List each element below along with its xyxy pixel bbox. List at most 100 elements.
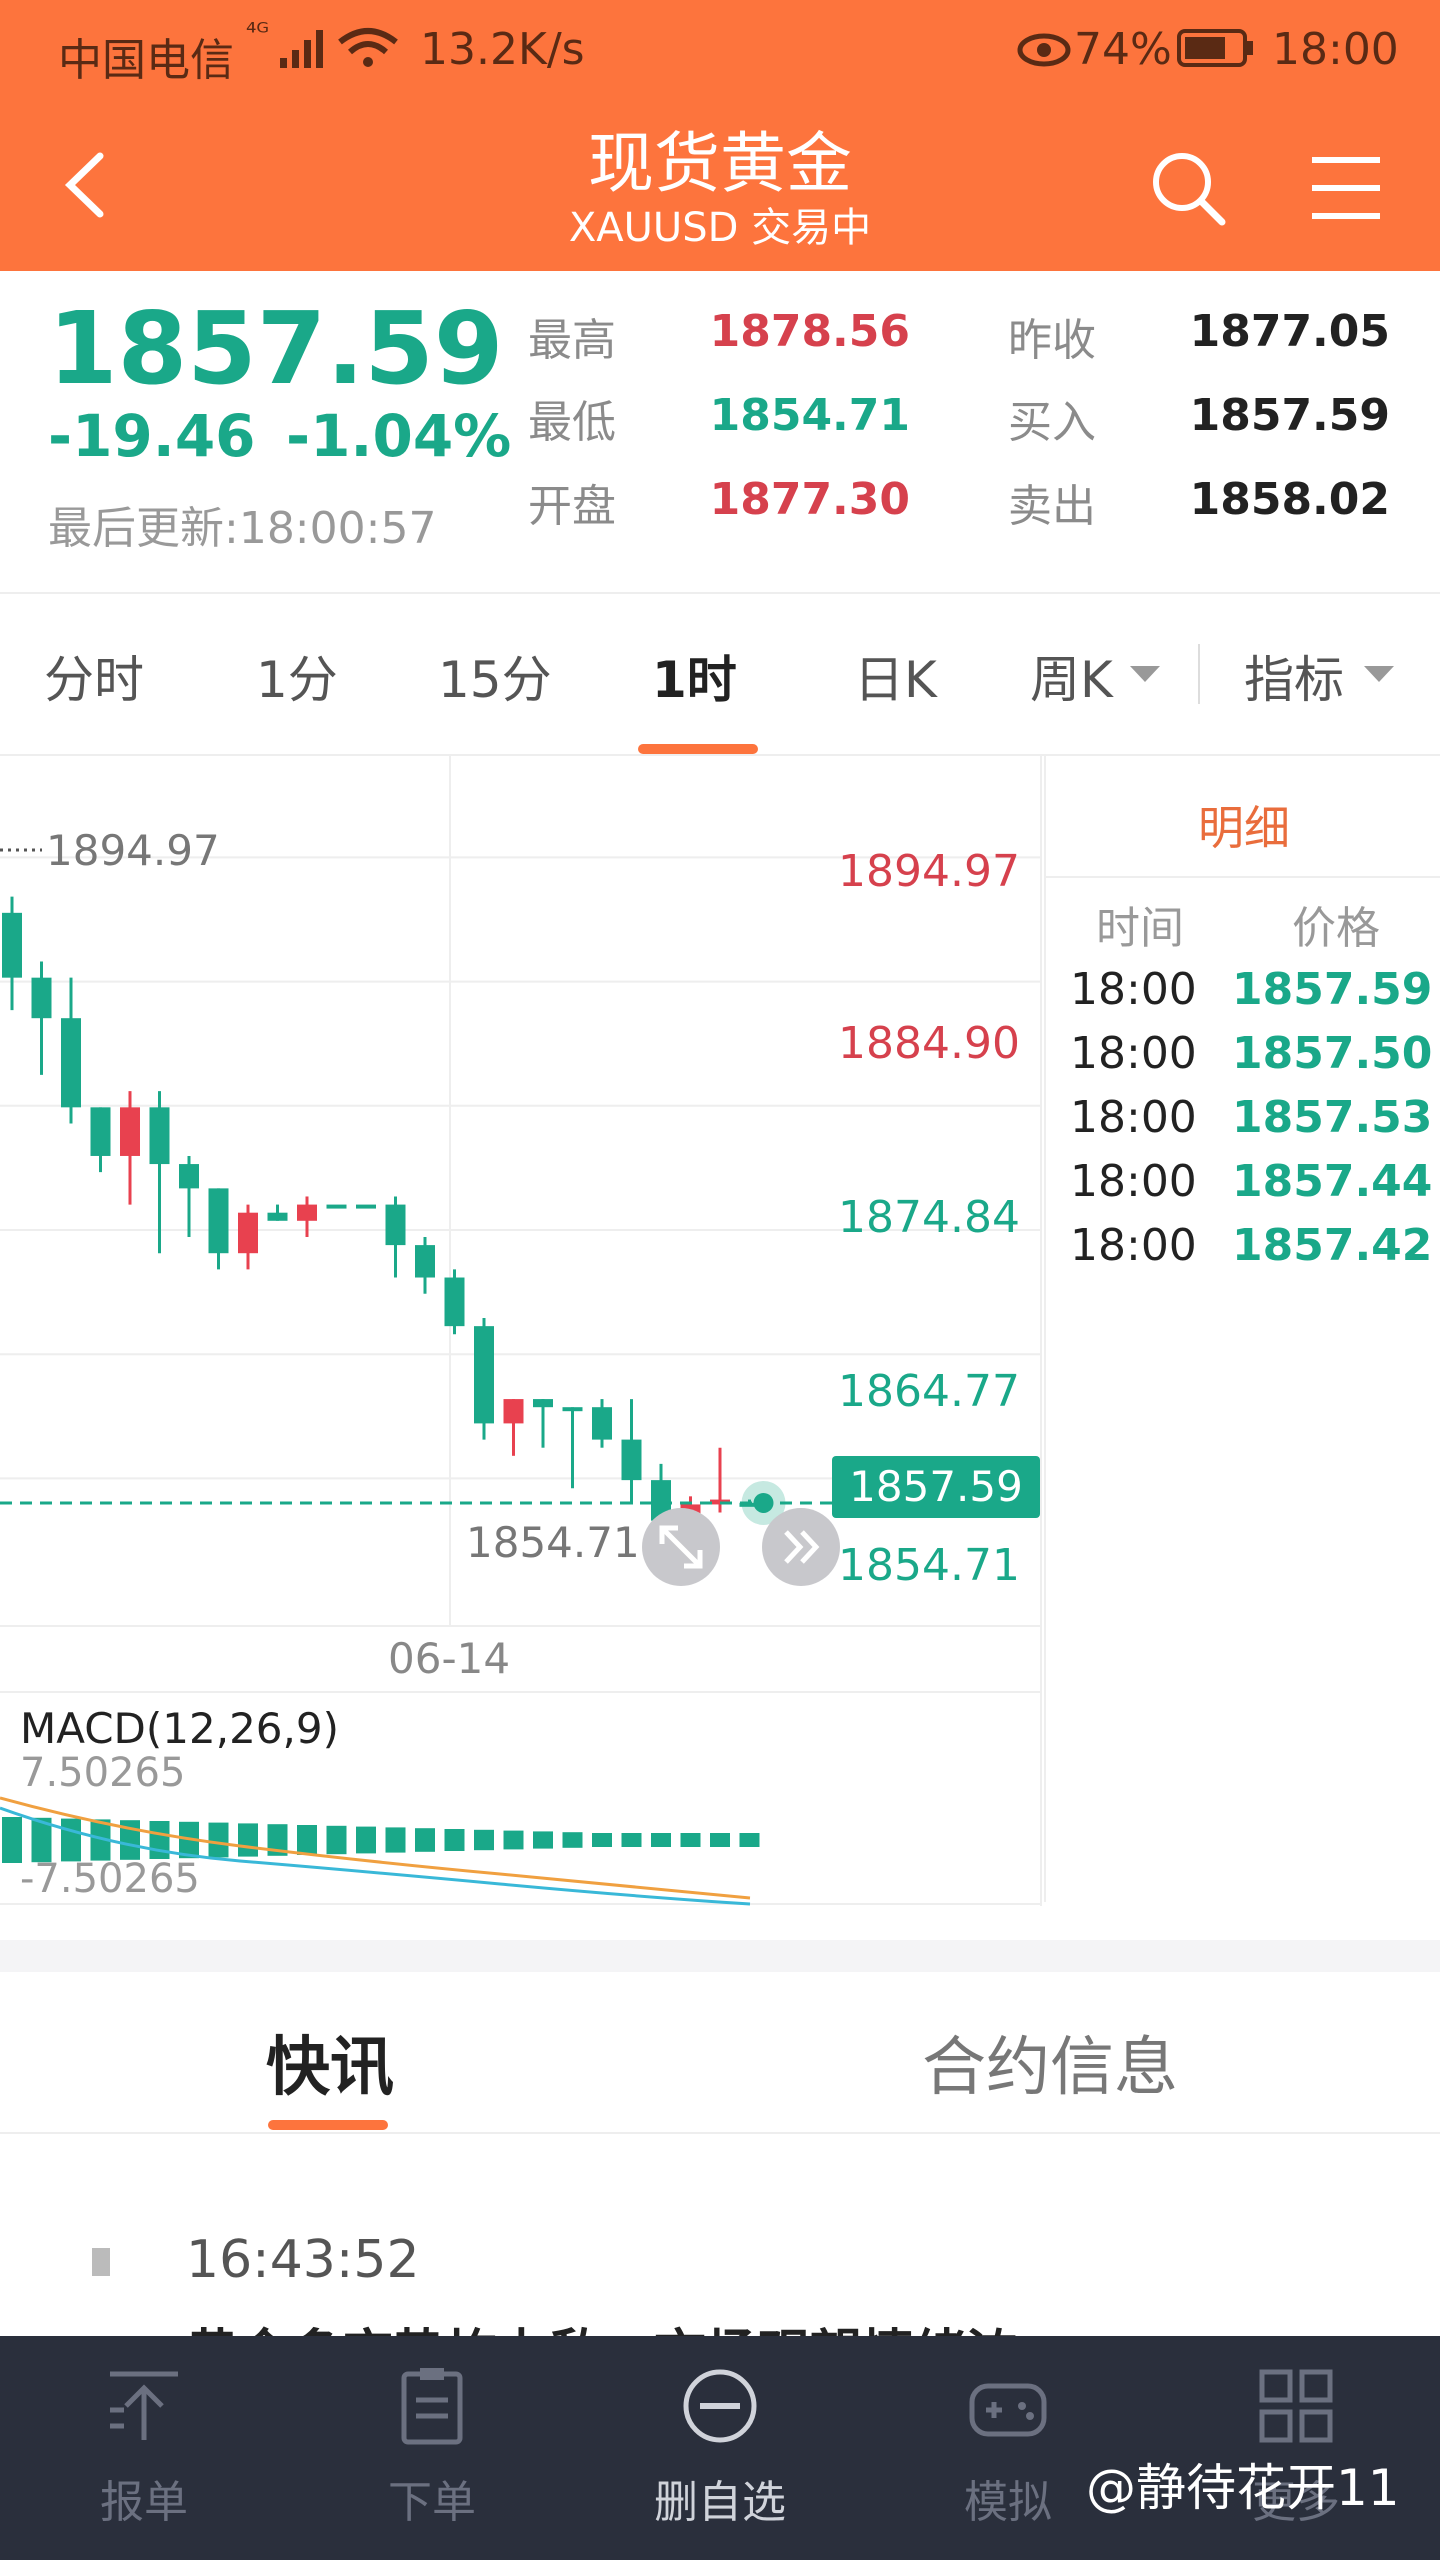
gamepad-icon (969, 2383, 1047, 2437)
signal-icon (280, 30, 323, 68)
y-axis-label: 1884.90 (838, 1018, 1020, 1069)
macd-bar (385, 1827, 406, 1853)
candle-body (444, 1277, 465, 1327)
eye-icon (1017, 33, 1071, 67)
clipboard-icon (401, 2368, 463, 2445)
bottom-navigation: 报单 下单 删自选 模拟 更多 @ (0, 2336, 1440, 2560)
minus-circle-icon (683, 2369, 757, 2443)
upload-icon (110, 2371, 178, 2440)
detail-row: 18:00 1857.53 (1070, 1092, 1440, 1143)
scroll-latest-button[interactable] (762, 1508, 840, 1586)
wifi-icon (338, 28, 398, 67)
macd-bar (2, 1817, 22, 1863)
divider (0, 592, 1440, 594)
tab-contract-info[interactable]: 合约信息 (922, 2031, 1178, 2105)
macd-bar (503, 1830, 524, 1850)
candle-body (503, 1399, 524, 1424)
stat-label-low: 最低 (528, 397, 616, 448)
detail-row-price: 1857.53 (1232, 1092, 1433, 1143)
candle-body (120, 1107, 140, 1156)
tab-1min[interactable]: 1分 (256, 651, 338, 709)
nav-remove-watchlist[interactable]: 删自选 (576, 2336, 864, 2560)
candle-body (356, 1204, 376, 1209)
y-axis-label: 1894.97 (838, 846, 1020, 897)
candle-body (149, 1107, 170, 1165)
macd-label: MACD(12,26,9) (20, 1704, 339, 1753)
high-marker-label: 1894.97 (46, 826, 220, 875)
tab-flash-news[interactable]: 快讯 (266, 2031, 394, 2105)
macd-bar (621, 1833, 642, 1847)
macd-bar (415, 1828, 435, 1852)
battery-percent: 74% (1074, 24, 1172, 75)
candle-body (208, 1188, 229, 1254)
candle-body (415, 1245, 435, 1278)
nav-simulation[interactable]: 模拟 (864, 2336, 1152, 2560)
bullet-icon (92, 2248, 110, 2276)
menu-icon[interactable] (1308, 150, 1384, 226)
macd-bar (739, 1833, 760, 1847)
nav-place-order[interactable]: 下单 (288, 2336, 576, 2560)
macd-bar (238, 1823, 258, 1857)
detail-col-price: 价格 (1292, 903, 1380, 954)
divider (1046, 876, 1440, 878)
macd-bar (474, 1829, 494, 1851)
nav-report-orders[interactable]: 报单 (0, 2336, 288, 2560)
symbol-status: XAUUSD 交易中 (568, 205, 872, 251)
grid-icon (1259, 2369, 1333, 2443)
network-type-label: ⁴ᴳ (246, 18, 270, 48)
y-axis-label: 1874.84 (838, 1192, 1020, 1243)
macd-bar (562, 1832, 583, 1848)
stat-value-ask: 1858.02 (1189, 474, 1390, 525)
stat-value-high: 1878.56 (709, 306, 910, 357)
tab-daily-k[interactable]: 日K (854, 651, 937, 709)
candle-body (90, 1107, 111, 1156)
tab-separator (1198, 644, 1200, 704)
candle-body (238, 1212, 258, 1254)
detail-row-time: 18:00 (1070, 1220, 1197, 1271)
tab-time-share[interactable]: 分时 (44, 651, 144, 709)
trade-detail-panel: 明细 时间 价格 18:00 1857.59 18:00 1857.50 18:… (1044, 756, 1440, 1902)
low-marker-label: 1854.71 (466, 1518, 640, 1567)
candle-body (61, 1018, 81, 1108)
y-axis-label: 1864.77 (838, 1366, 1020, 1417)
candle-body (297, 1204, 317, 1221)
page-title: 现货黄金 (588, 125, 852, 202)
macd-bar (356, 1826, 376, 1854)
stat-value-low: 1854.71 (709, 390, 910, 441)
candle-body (31, 977, 52, 1019)
macd-bar (297, 1825, 317, 1855)
news-time: 16:43:52 (186, 2230, 420, 2290)
tab-15min[interactable]: 15分 (438, 651, 552, 709)
candle-body (621, 1439, 642, 1481)
detail-row-price: 1857.50 (1232, 1028, 1433, 1079)
candle-body (2, 912, 22, 978)
nav-label: 删自选 (654, 2477, 786, 2528)
current-price-dot (753, 1492, 774, 1513)
detail-row: 18:00 1857.44 (1070, 1156, 1440, 1207)
detail-row-time: 18:00 (1070, 1028, 1197, 1079)
stat-value-open: 1877.30 (709, 474, 910, 525)
macd-upper-value: 7.50265 (20, 1750, 186, 1796)
detail-row-price: 1857.42 (1232, 1220, 1433, 1271)
fullscreen-button[interactable] (642, 1508, 720, 1586)
price-change: -19.46 (48, 402, 256, 470)
tab-1hour[interactable]: 1时 (652, 651, 737, 709)
nav-label: 更多 (1252, 2477, 1340, 2528)
tab-weekly-k[interactable]: 周K (1030, 651, 1113, 709)
nav-label: 下单 (388, 2477, 476, 2528)
detail-row-time: 18:00 (1070, 1092, 1197, 1143)
y-axis-label: 1854.71 (838, 1540, 1020, 1591)
candle-body (385, 1204, 406, 1246)
macd-bar (326, 1825, 347, 1855)
candlestick-chart[interactable] (0, 756, 1042, 1906)
stat-label-prev-close: 昨收 (1008, 315, 1096, 366)
nav-more[interactable]: 更多 (1152, 2336, 1440, 2560)
news-tab-indicator (268, 2120, 388, 2130)
tab-indicators[interactable]: 指标 (1244, 651, 1344, 709)
search-icon[interactable] (1148, 148, 1228, 228)
stat-label-high: 最高 (528, 315, 616, 366)
macd-bar (267, 1824, 288, 1856)
stat-label-bid: 买入 (1008, 397, 1096, 448)
back-icon[interactable] (60, 150, 110, 220)
candle-body (326, 1204, 347, 1209)
